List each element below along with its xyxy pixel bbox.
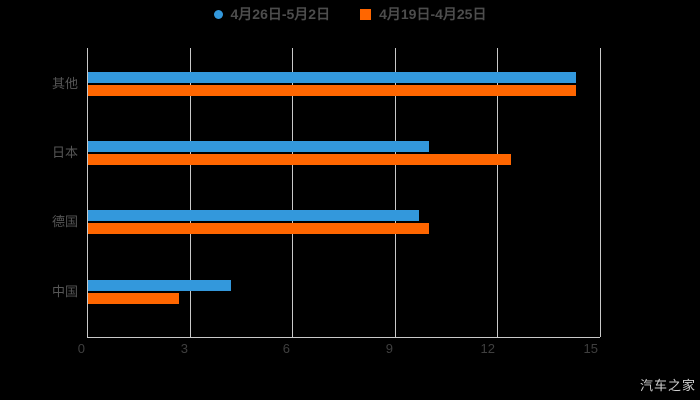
bar-previous-3: [88, 292, 179, 304]
legend-item-week-previous[interactable]: 4月19日-4月25日: [360, 5, 486, 23]
gridline-x-9: [395, 48, 396, 337]
legend-marker-square-icon: [360, 8, 372, 20]
x-axis-line: [87, 337, 600, 338]
y-category-label-1: 日本: [51, 144, 78, 160]
bar-current-3: [88, 279, 231, 291]
x-tick-label-0: 0: [77, 341, 85, 356]
bar-previous-1: [88, 153, 511, 165]
bar-previous-0: [88, 85, 576, 96]
x-tick-label-6: 6: [282, 341, 290, 356]
legend-marker-circle-icon: [213, 9, 223, 19]
x-tick-label-9: 9: [385, 341, 393, 356]
gridline-x-6: [292, 48, 293, 337]
bar-current-1: [88, 140, 429, 152]
legend-label-week-current: 4月26日-5月2日: [230, 6, 331, 22]
y-category-label-0: 其他: [51, 76, 78, 91]
bar-current-0: [88, 72, 576, 83]
legend-item-week-current[interactable]: 4月26日-5月2日: [213, 5, 331, 23]
bar-current-2: [88, 209, 419, 221]
gridline-x-12: [497, 48, 498, 337]
gridline-x-0: [87, 48, 88, 337]
chart-legend: 4月26日-5月2日 4月19日-4月25日: [0, 5, 700, 23]
x-tick-label-15: 15: [583, 341, 598, 356]
x-tick-label-3: 3: [180, 341, 188, 356]
watermark-autohome: 汽车之家: [639, 378, 696, 393]
gridline-x-3: [190, 48, 191, 337]
y-category-label-3: 中国: [51, 283, 78, 299]
legend-label-week-previous: 4月19日-4月25日: [379, 6, 487, 22]
y-category-label-2: 德国: [51, 213, 78, 229]
x-tick-label-12: 12: [480, 341, 495, 356]
gridline-x-15: [600, 48, 601, 337]
bar-previous-2: [88, 222, 429, 234]
